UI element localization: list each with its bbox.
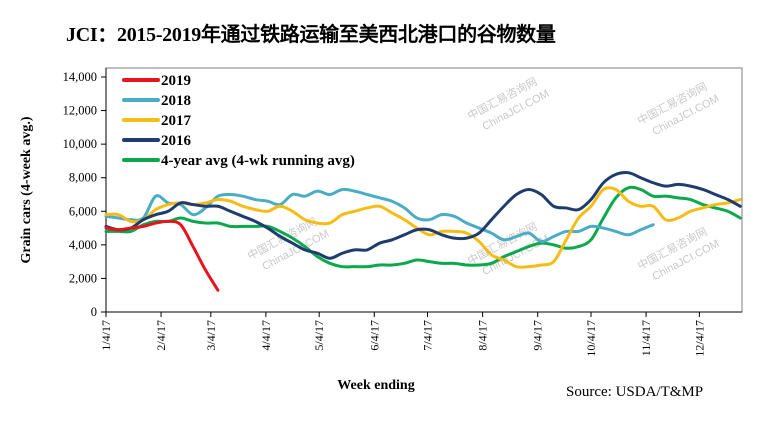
legend-label: 2018	[161, 93, 191, 109]
legend-item: 2018	[122, 93, 191, 109]
chart-title: JCI：2015-2019年通过铁路运输至美西北港口的谷物数量	[66, 24, 556, 46]
x-tick-label: 5/4/17	[312, 320, 326, 351]
y-tick-label: 0	[91, 305, 97, 319]
y-tick-label: 12,000	[63, 104, 97, 118]
series-lines	[104, 170, 742, 292]
legend-label: 2017	[161, 113, 192, 129]
series-line-2017	[104, 186, 742, 269]
series-line-4year	[104, 185, 742, 269]
legend-item: 2016	[122, 133, 192, 149]
x-tick-label: 8/4/17	[476, 320, 490, 351]
y-tick-label: 4,000	[69, 238, 97, 252]
x-tick-label: 2/4/17	[154, 320, 168, 351]
x-tick-label: 1/4/17	[99, 320, 113, 351]
y-tick-label: 8,000	[69, 171, 97, 185]
y-tick-label: 10,000	[63, 137, 97, 151]
x-tick-label: 10/4/17	[584, 320, 598, 357]
y-axis-ticks: 0 2,000 4,000 6,000 8,000 10,000 12,000 14,000	[63, 70, 106, 319]
x-tick-label: 12/4/17	[692, 320, 706, 357]
legend-label: 4-year avg (4-wk running avg)	[161, 153, 355, 169]
legend-item: 4-year avg (4-wk running avg)	[122, 153, 355, 169]
legend-label: 2019	[161, 73, 191, 89]
legend-item: 2017	[122, 113, 192, 129]
y-tick-label: 14,000	[63, 70, 97, 84]
x-axis-ticks: 1/4/17 2/4/17 3/4/17 4/4/17 5/4/17 6/4/17 7/4/…	[99, 312, 706, 357]
y-axis-title: Grain cars (4-week avg.)	[19, 116, 34, 263]
legend: 2019 2018 2017 2016 4-year avg (4-wk running…	[122, 73, 355, 169]
y-tick-label: 6,000	[69, 204, 97, 218]
legend-item: 2019	[122, 73, 191, 89]
x-tick-label: 4/4/17	[259, 320, 273, 351]
y-tick-label: 2,000	[69, 271, 97, 285]
x-tick-label: 11/4/17	[639, 320, 653, 356]
legend-label: 2016	[161, 133, 192, 149]
plot-frame	[105, 67, 743, 313]
x-axis-title: Week ending	[337, 378, 414, 393]
x-tick-label: 7/4/17	[421, 320, 435, 351]
x-tick-label: 3/4/17	[204, 320, 218, 351]
series-line-2016	[104, 170, 742, 260]
x-tick-label: 6/4/17	[367, 320, 381, 351]
x-tick-label: 9/4/17	[531, 320, 545, 351]
source-note: Source: USDA/T&MP	[566, 384, 703, 400]
series-line-2019	[104, 219, 220, 292]
